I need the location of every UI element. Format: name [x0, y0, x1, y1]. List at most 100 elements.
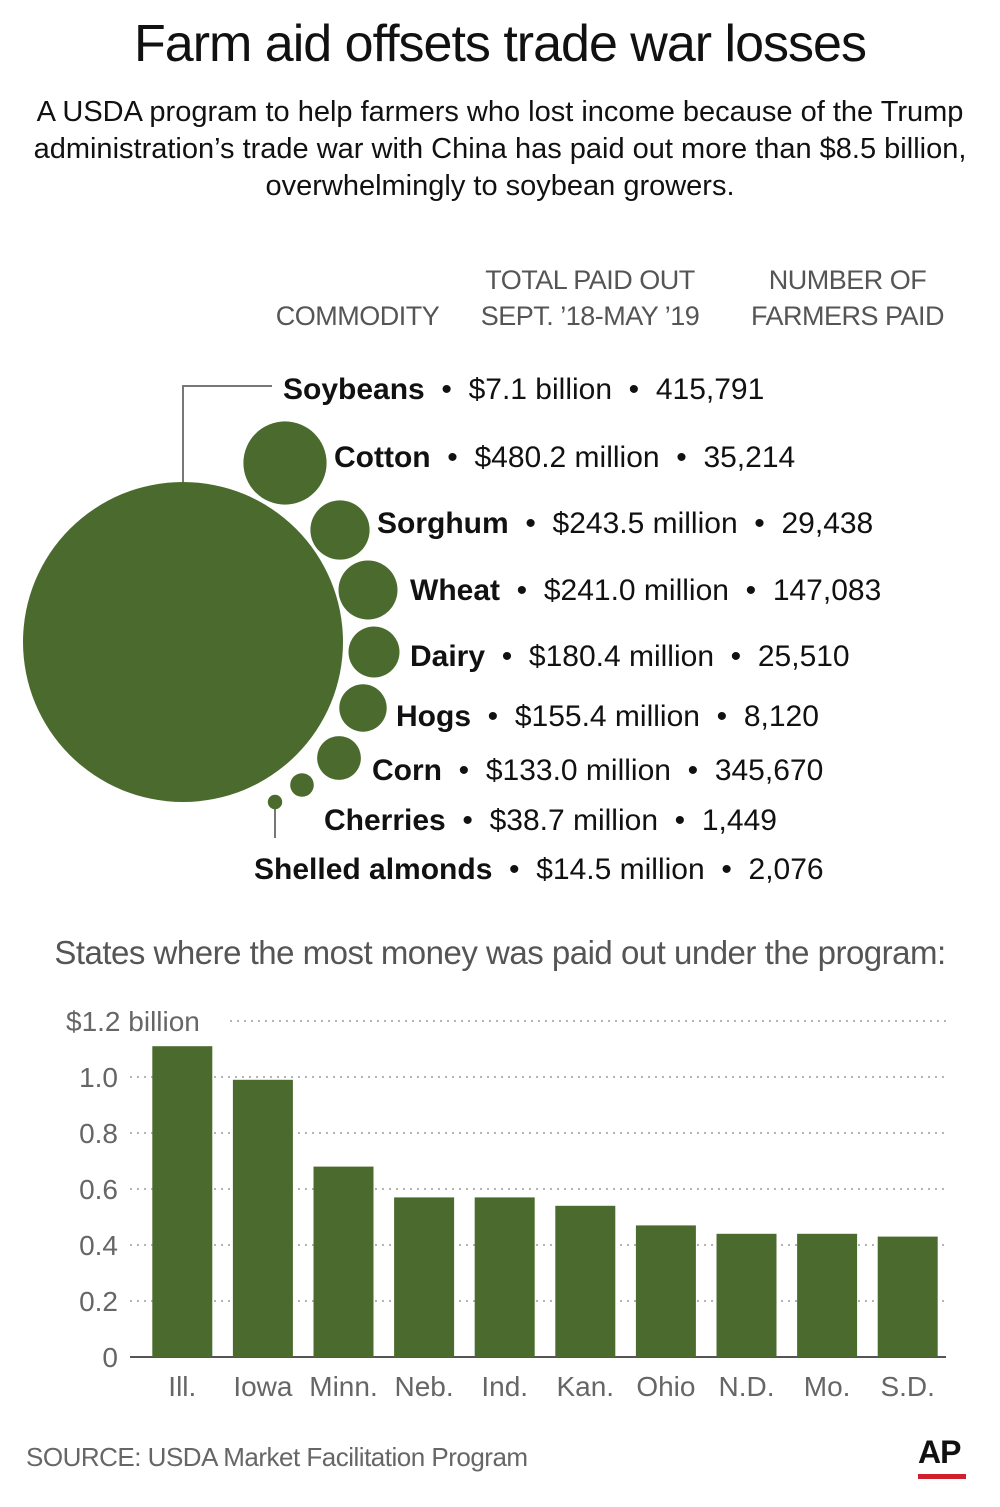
total-paid-value: $14.5 million — [536, 853, 705, 886]
y-tick-label: 0.4 — [79, 1230, 118, 1261]
commodity-name: Wheat — [410, 574, 500, 607]
bubble-dairy — [348, 626, 400, 678]
bar-mo — [797, 1233, 858, 1357]
farmers-paid-value: 29,438 — [781, 507, 874, 540]
ap-logo: AP — [918, 1434, 961, 1470]
total-paid-value: $480.2 million — [474, 441, 660, 474]
bar-ind — [474, 1197, 535, 1357]
commodity-name: Dairy — [410, 640, 486, 673]
y-tick-label: 0.6 — [79, 1174, 118, 1205]
x-tick-label-ohio: Ohio — [636, 1371, 695, 1402]
separator-dot: • — [471, 700, 515, 733]
bubble-cotton — [243, 421, 327, 505]
bubble-wheat — [338, 560, 398, 620]
bar-chart-title: States where the most money was paid out… — [54, 934, 946, 971]
commodity-name: Cherries — [324, 804, 446, 837]
separator-dot: • — [612, 373, 656, 406]
farmers-paid-value: 345,670 — [714, 754, 824, 787]
y-tick-label: $1.2 billion — [66, 1006, 200, 1037]
separator-dot: • — [704, 853, 749, 886]
row-label-shelled-almonds: Shelled almonds • $14.5 million • 2,076 — [254, 852, 824, 888]
separator-dot: • — [714, 640, 758, 673]
bar-minn — [313, 1166, 374, 1357]
total-paid-value: $7.1 billion — [468, 373, 613, 406]
header-total-paid-line2: SEPT. ’18-MAY ’19 — [480, 301, 700, 331]
row-label-wheat: Wheat • $241.0 million • 147,083 — [410, 573, 881, 609]
x-tick-label-n-d: N.D. — [719, 1371, 775, 1402]
total-paid-value: $180.4 million — [528, 640, 715, 673]
separator-dot: • — [737, 507, 782, 540]
leader-line-soybeans — [182, 385, 272, 490]
bar-n-d — [716, 1233, 777, 1357]
bar-s-d — [877, 1236, 938, 1357]
bubble-cherries — [290, 773, 314, 797]
separator-dot: • — [500, 574, 544, 607]
total-paid-value: $155.4 million — [514, 700, 700, 733]
x-tick-label-ill: Ill. — [168, 1371, 196, 1402]
row-label-cotton: Cotton • $480.2 million • 35,214 — [334, 440, 795, 476]
bar-kan — [555, 1205, 616, 1357]
bubble-soybeans — [23, 482, 343, 802]
farmers-paid-value: 25,510 — [757, 640, 850, 673]
separator-dot: • — [445, 804, 490, 837]
separator-dot: • — [728, 574, 773, 607]
separator-dot: • — [430, 441, 475, 474]
chart-title: Farm aid offsets trade war losses — [134, 15, 867, 73]
commodity-name: Soybeans — [283, 373, 425, 406]
farmers-paid-value: 35,214 — [703, 441, 796, 474]
x-tick-label-mo: Mo. — [804, 1371, 851, 1402]
commodity-name: Hogs — [396, 700, 471, 733]
x-tick-label-ind: Ind. — [481, 1371, 528, 1402]
header-commodity: COMMODITY — [275, 301, 440, 331]
y-tick-label: 0.2 — [79, 1286, 118, 1317]
y-tick-label: 0.8 — [79, 1118, 118, 1149]
separator-dot: • — [492, 853, 537, 886]
source-note: SOURCE: USDA Market Facilitation Program — [26, 1442, 528, 1472]
y-tick-label: 1.0 — [79, 1062, 118, 1093]
farmers-paid-value: 8,120 — [743, 700, 819, 733]
separator-dot: • — [659, 441, 704, 474]
bubble-shelled-almonds — [267, 794, 283, 810]
commodity-name: Corn — [372, 754, 442, 787]
bubble-hogs — [339, 684, 387, 732]
bar-ill — [152, 1046, 213, 1357]
x-tick-label-kan: Kan. — [556, 1371, 614, 1402]
y-tick-label: 0 — [102, 1342, 118, 1373]
farmers-paid-value: 2,076 — [748, 853, 824, 886]
x-tick-label-neb: Neb. — [395, 1371, 454, 1402]
separator-dot: • — [424, 373, 469, 406]
farmers-paid-value: 1,449 — [701, 804, 777, 837]
farmers-paid-value: 147,083 — [772, 574, 882, 607]
bar-neb — [394, 1197, 455, 1357]
header-farmers-paid-line2: FARMERS PAID — [750, 301, 945, 331]
header-total-paid: TOTAL PAID OUT SEPT. ’18-MAY ’19 — [470, 262, 710, 334]
bubble-chart — [23, 385, 400, 838]
row-label-sorghum: Sorghum • $243.5 million • 29,438 — [377, 506, 873, 542]
total-paid-value: $133.0 million — [485, 754, 671, 787]
row-label-dairy: Dairy • $180.4 million • 25,510 — [410, 639, 850, 675]
separator-dot: • — [699, 700, 744, 733]
commodity-name: Sorghum — [377, 507, 509, 540]
commodity-name: Shelled almonds — [254, 853, 493, 886]
row-label-hogs: Hogs • $155.4 million • 8,120 — [396, 699, 819, 735]
row-label-corn: Corn • $133.0 million • 345,670 — [372, 753, 823, 789]
bubble-corn — [317, 736, 361, 780]
total-paid-value: $38.7 million — [489, 804, 659, 837]
bubble-sorghum — [310, 500, 370, 560]
total-paid-value: $241.0 million — [543, 574, 729, 607]
separator-dot: • — [658, 804, 702, 837]
header-farmers-paid: NUMBER OF FARMERS PAID — [740, 262, 955, 334]
ap-logo-underline — [918, 1474, 966, 1479]
commodity-name: Cotton — [334, 441, 431, 474]
bar-ohio — [635, 1225, 696, 1357]
header-farmers-paid-line1: NUMBER OF — [768, 265, 927, 295]
bar-iowa — [232, 1079, 293, 1357]
separator-dot: • — [485, 640, 529, 673]
x-tick-label-s-d: S.D. — [880, 1371, 934, 1402]
separator-dot: • — [508, 507, 553, 540]
row-label-cherries: Cherries • $38.7 million • 1,449 — [324, 803, 777, 839]
x-tick-label-iowa: Iowa — [233, 1371, 293, 1402]
row-label-soybeans: Soybeans • $7.1 billion • 415,791 — [283, 372, 764, 408]
x-tick-label-minn: Minn. — [309, 1371, 377, 1402]
